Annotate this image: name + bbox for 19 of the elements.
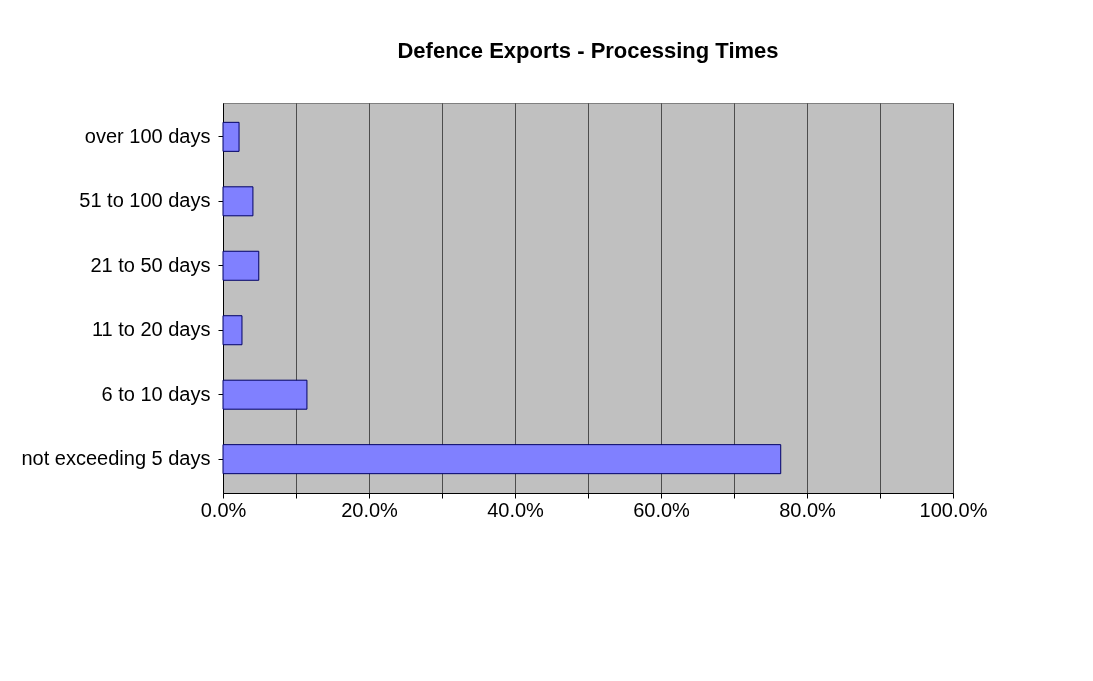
y-tick-label: over 100 days (84, 124, 211, 147)
bar (222, 250, 260, 281)
y-tick-label: 51 to 100 days (79, 189, 211, 212)
x-tick-label: 100.0% (919, 498, 988, 521)
x-tick-label: 40.0% (487, 498, 545, 521)
bar (222, 121, 240, 152)
y-tick-label: not exceeding 5 days (21, 447, 211, 470)
bar (222, 379, 308, 410)
y-tick-label: 21 to 50 days (90, 253, 211, 276)
x-tick-label: 80.0% (779, 498, 837, 521)
x-tick-label: 0.0% (200, 498, 247, 521)
chart-title: Defence Exports - Processing Times (397, 38, 779, 63)
y-tick-label: 11 to 20 days (91, 318, 211, 341)
bar (222, 444, 782, 475)
x-tick-label: 60.0% (633, 498, 691, 521)
bar (222, 315, 243, 346)
x-tick-label: 20.0% (341, 498, 399, 521)
bar (222, 186, 254, 217)
y-tick-label: 6 to 10 days (101, 382, 211, 405)
